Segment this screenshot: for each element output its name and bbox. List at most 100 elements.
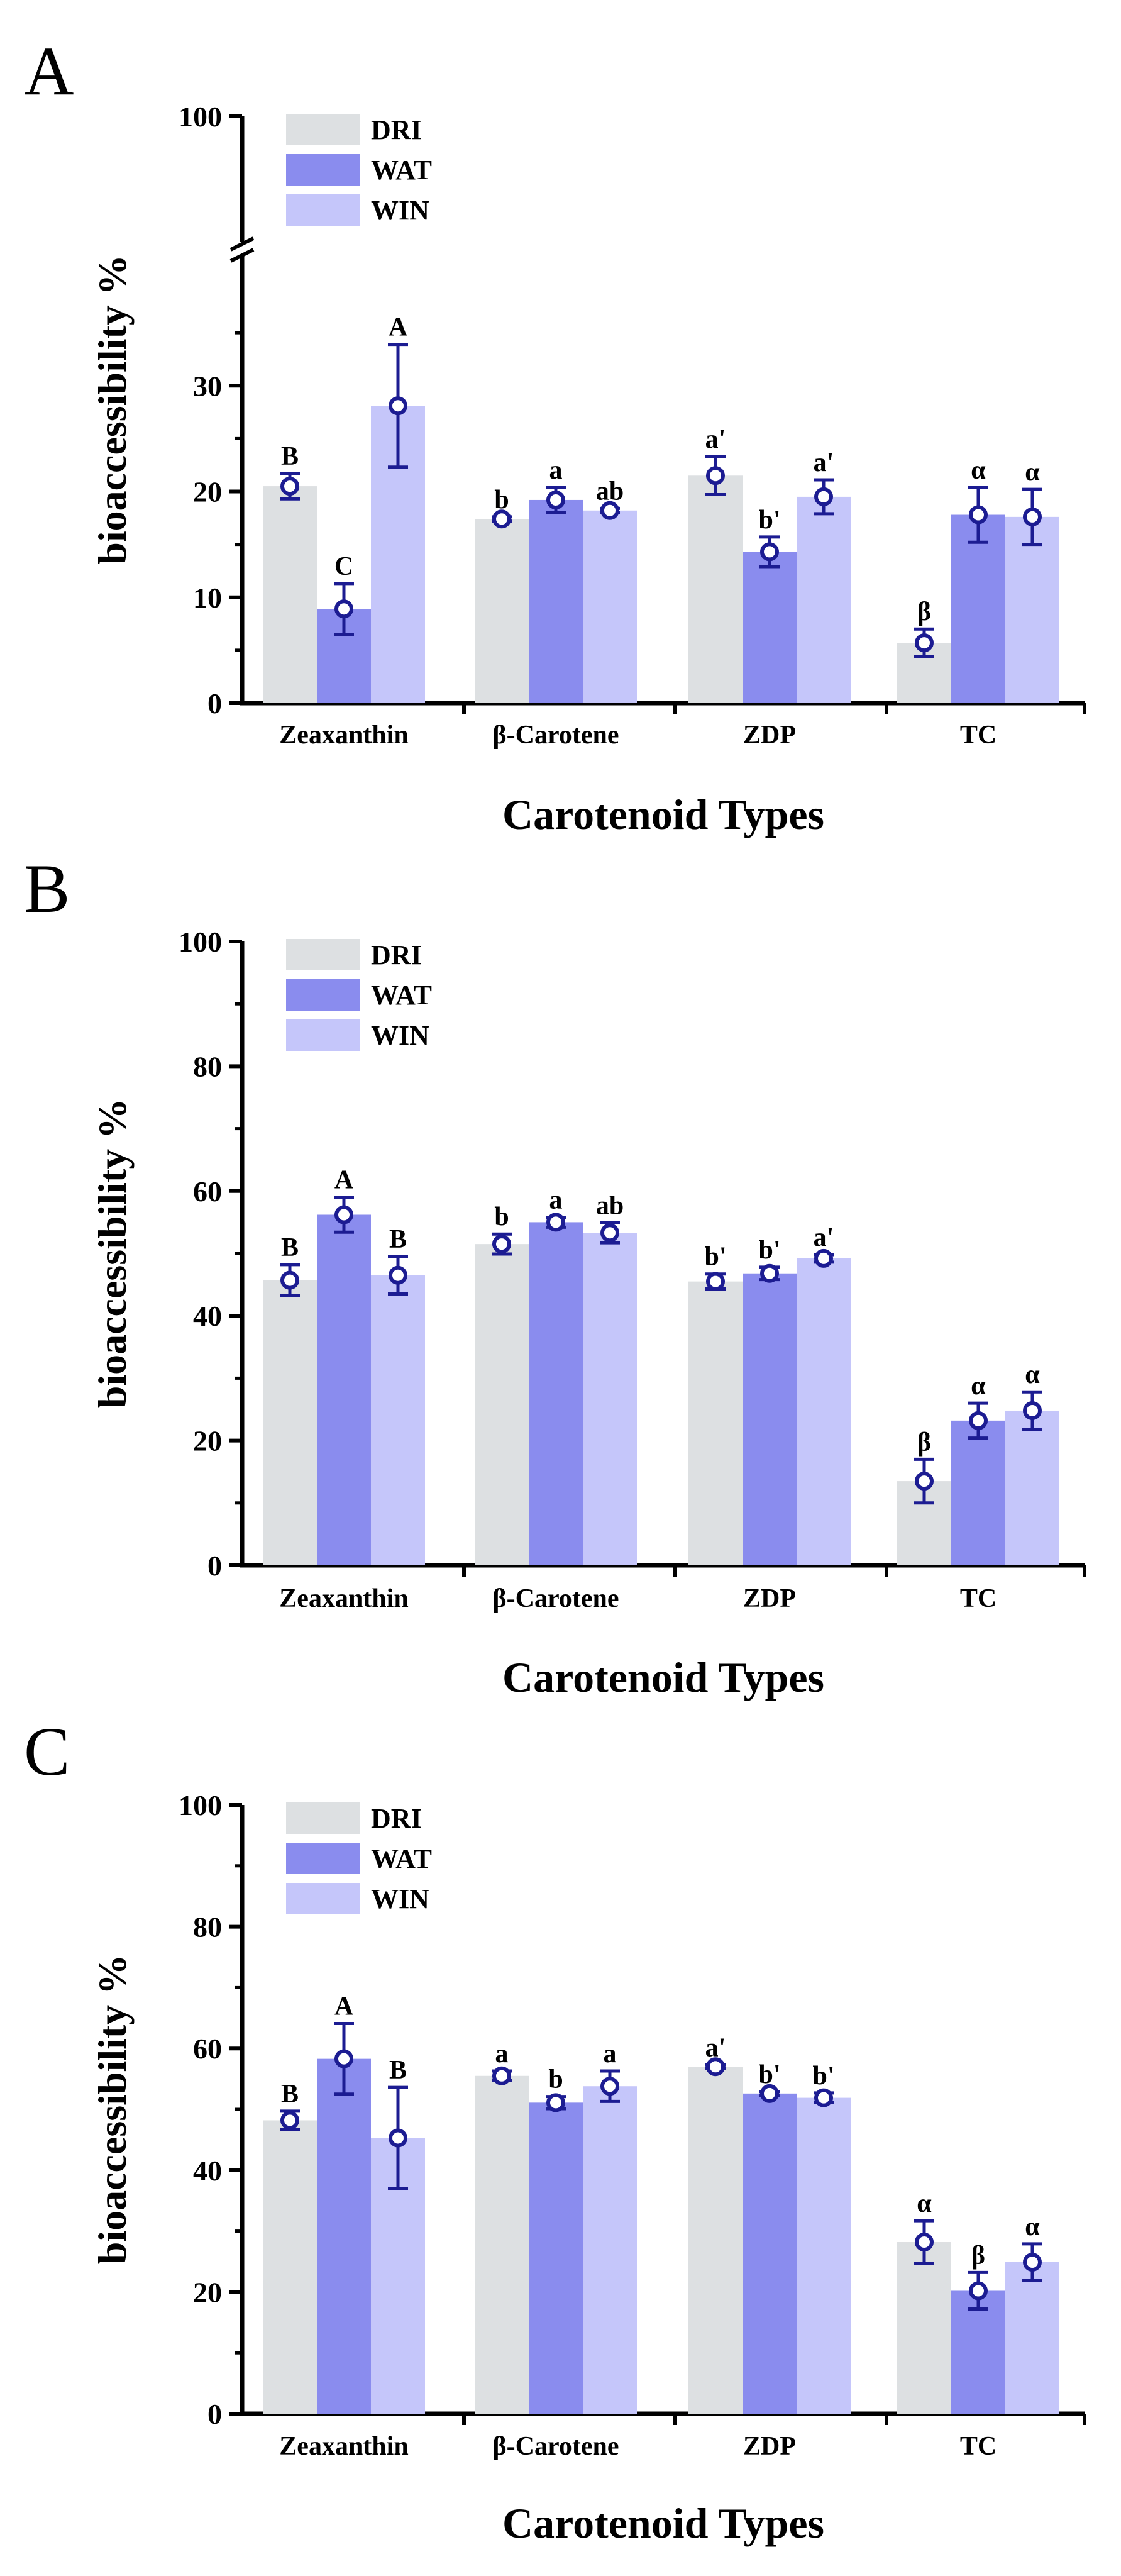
bar-win [797,496,851,703]
bar-win [797,1258,851,1565]
panel-letter: C [24,1713,70,1790]
significance-label: B [389,1225,407,1254]
bar-dri [263,486,317,703]
data-point [1023,507,1042,526]
legend-label: WAT [371,1843,432,1874]
significance-label: β [971,2241,985,2270]
significance-label: a' [814,1223,834,1252]
bar-win [797,2097,851,2414]
data-point [706,2057,725,2077]
significance-label: β [917,597,931,626]
bar-dri [688,475,743,703]
data-point [280,1270,299,1290]
x-category-label: TC [960,1584,997,1613]
data-point [334,599,353,619]
bar-win [583,2086,637,2414]
y-tick-label: 60 [193,2033,222,2065]
axis-break-mark [229,248,255,263]
bar-wat [529,1222,583,1565]
axis-break-mark [229,236,255,252]
legend-label: DRI [371,114,422,145]
x-category-label: β-Carotene [493,1584,619,1613]
y-tick-label: 100 [179,1789,222,1821]
legend-label: WIN [371,195,429,226]
y-tick-label: 0 [207,1550,222,1582]
y-tick-label: 40 [193,1300,222,1332]
significance-label: b' [758,506,780,535]
bar-dri [263,2120,317,2414]
y-tick-label: 20 [193,476,222,508]
x-category-label: ZDP [743,721,796,750]
data-point [706,466,725,486]
significance-label: α [971,1372,986,1401]
significance-label: b [494,1202,509,1231]
data-point [814,487,833,506]
bar-dri [475,1244,529,1565]
x-category-label: β-Carotene [493,721,619,750]
significance-label: a' [705,2033,726,2062]
significance-label: b' [758,1236,780,1265]
data-point [600,2077,619,2096]
significance-label: a' [814,448,834,477]
x-category-label: TC [960,721,997,750]
bar-wat [743,2093,797,2414]
significance-label: C [334,552,353,581]
significance-label: β [917,1428,931,1457]
data-point [492,509,511,529]
significance-label: A [334,1166,354,1195]
bar-dri [263,1280,317,1565]
y-axis-title: bioaccessibility % [90,1955,135,2264]
significance-label: A [389,313,408,342]
bar-wat [743,552,797,703]
significance-label: α [917,2189,932,2218]
data-point [969,1411,988,1430]
significance-label: α [971,456,986,485]
data-point [1023,1401,1042,1420]
data-point [814,1248,833,1268]
significance-label: α [1025,2212,1040,2241]
bar-dri [897,2242,951,2414]
significance-label: a [604,2040,617,2068]
legend-label: WIN [371,1884,429,1914]
data-point [915,633,934,653]
significance-label: ab [596,477,624,506]
panel-letter: B [24,850,70,927]
data-point [546,490,565,509]
legend-swatch-win [286,194,360,226]
y-axis-title: bioaccessibility % [90,255,135,564]
data-point [389,396,407,416]
y-tick-label: 0 [207,687,222,719]
bar-win [371,1275,425,1565]
legend-label: WAT [371,980,432,1011]
significance-label: b [494,486,509,514]
y-tick-label: 40 [193,2155,222,2187]
data-point [915,1472,934,1491]
data-point [280,477,299,496]
bar-dri [475,2075,529,2414]
legend-swatch-win [286,1019,360,1051]
panel-letter: A [24,33,74,109]
data-point [492,2066,511,2085]
bar-win [583,510,637,703]
y-tick-label: 100 [179,101,222,133]
data-point [1023,2252,1042,2272]
data-point [334,2049,353,2068]
x-category-label: Zeaxanthin [279,2432,408,2461]
bar-win [1005,516,1059,703]
bar-wat [951,2290,1005,2414]
data-point [600,1223,619,1243]
y-axis-title: bioaccessibility % [90,1099,135,1408]
bar-wat [529,2102,583,2414]
data-point [814,2088,833,2107]
bar-wat [317,2058,371,2414]
data-point [546,2093,565,2112]
y-tick-label: 80 [193,1050,222,1082]
significance-label: a [549,1185,563,1214]
legend-swatch-dri [286,114,360,145]
y-tick-label: 10 [193,582,222,614]
bar-dri [688,1281,743,1565]
legend-label: DRI [371,1803,422,1834]
x-category-label: ZDP [743,1584,796,1613]
x-category-label: Zeaxanthin [279,1584,408,1613]
x-axis-title: Carotenoid Types [502,2499,824,2547]
